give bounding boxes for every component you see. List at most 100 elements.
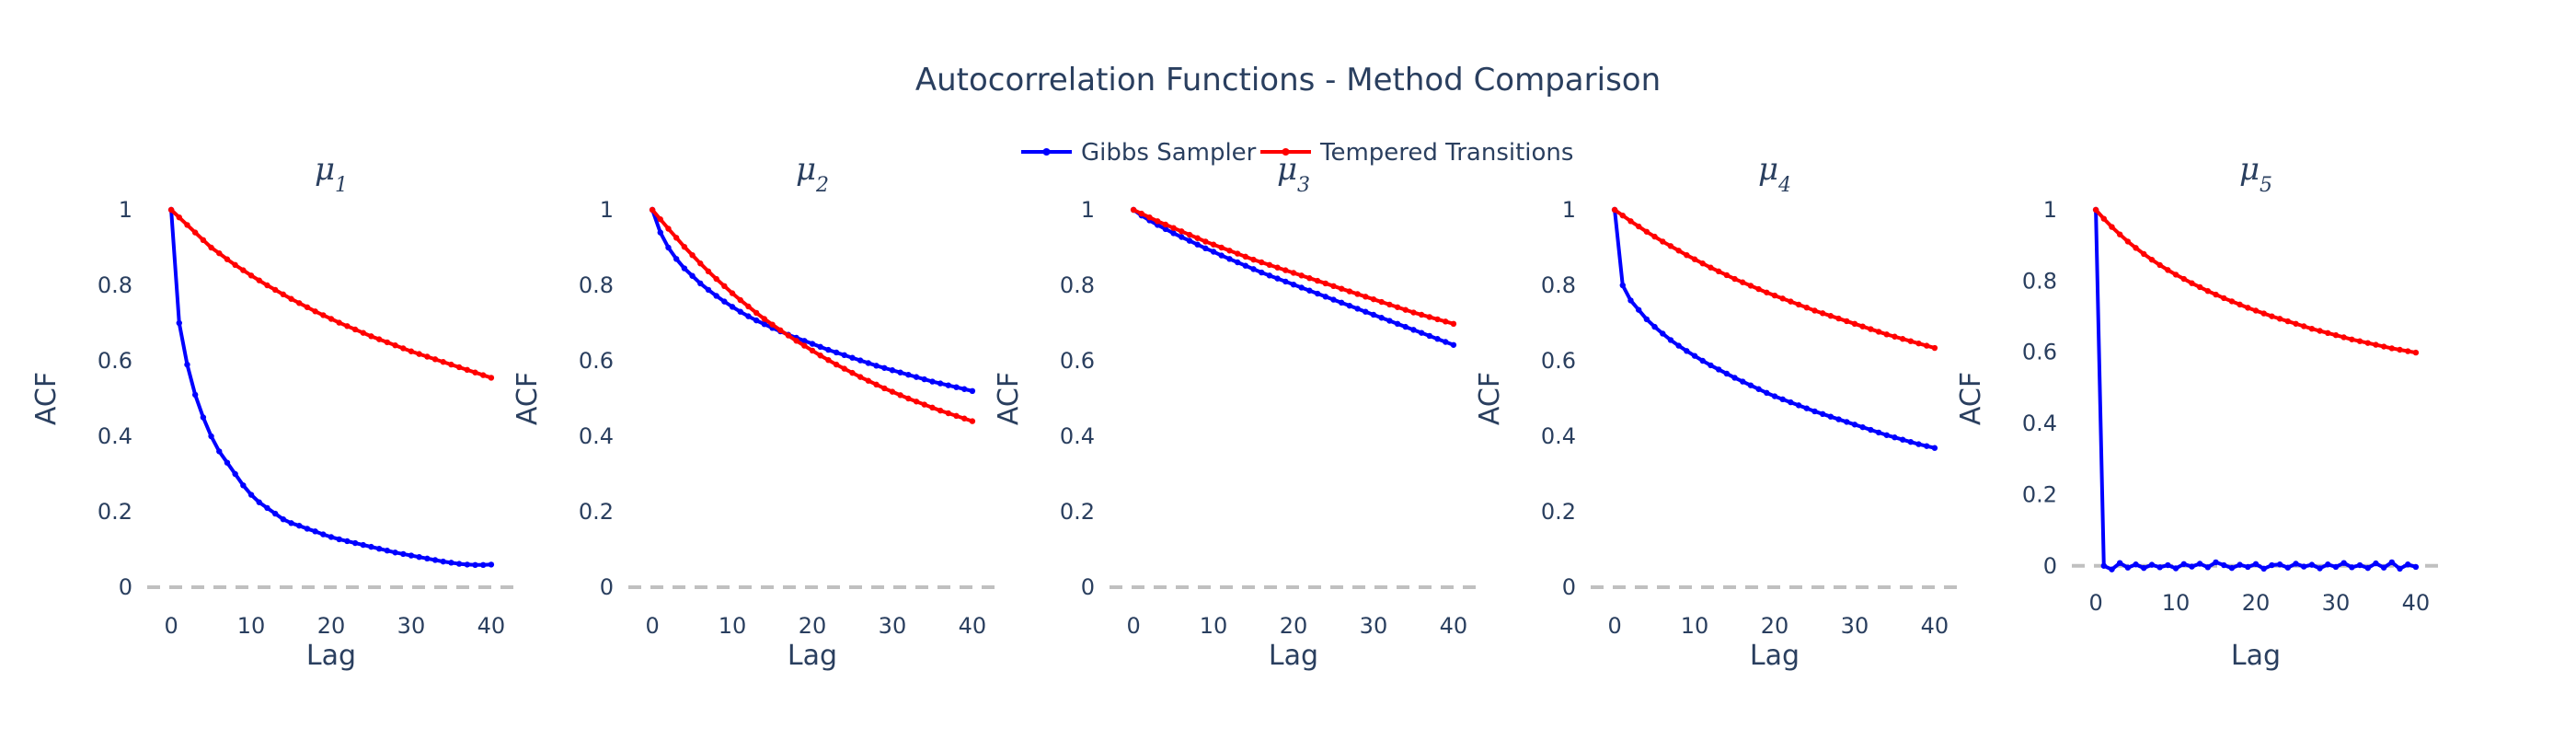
y-tick-label: 0.6 xyxy=(98,348,132,374)
x-tick-label: 20 xyxy=(799,613,827,639)
data-point xyxy=(1363,294,1369,300)
y-tick-label: 0 xyxy=(1081,574,1095,600)
data-point xyxy=(697,260,704,267)
data-point xyxy=(488,375,495,381)
data-point xyxy=(488,561,495,568)
data-point xyxy=(1684,252,1690,259)
legend-item[interactable]: Tempered Transitions xyxy=(1260,139,1573,167)
data-point xyxy=(1306,275,1313,282)
x-axis-title: Lag xyxy=(2231,640,2281,672)
data-point xyxy=(304,526,311,532)
x-tick-label: 0 xyxy=(1126,613,1140,639)
data-point xyxy=(2221,561,2227,569)
data-point xyxy=(1386,318,1393,324)
data-point xyxy=(1827,413,1834,420)
y-tick-label: 0.6 xyxy=(1060,348,1095,374)
data-point xyxy=(665,225,672,232)
data-point xyxy=(1250,266,1257,272)
data-point xyxy=(2284,564,2291,571)
data-point xyxy=(1290,270,1297,276)
y-tick-label: 0.2 xyxy=(2022,481,2057,507)
subtitle-symbol: μ xyxy=(1277,151,1297,188)
data-point xyxy=(2364,564,2371,572)
x-axis-title: Lag xyxy=(788,640,837,672)
data-point xyxy=(1731,275,1738,283)
data-point xyxy=(2204,287,2212,295)
x-tick-label: 30 xyxy=(2322,590,2351,616)
data-point xyxy=(2412,563,2420,571)
data-point xyxy=(2325,561,2331,568)
data-point xyxy=(2204,564,2212,571)
data-point xyxy=(961,386,968,392)
data-point xyxy=(705,286,712,294)
x-tick-label: 20 xyxy=(1280,613,1308,639)
legend[interactable]: Gibbs Sampler Tempered Transitions xyxy=(1021,139,1573,167)
data-point xyxy=(1907,338,1915,344)
data-point xyxy=(1699,260,1706,267)
data-point xyxy=(713,293,719,299)
data-point xyxy=(2317,328,2323,334)
data-point xyxy=(1450,341,1457,348)
x-tick-label: 30 xyxy=(879,613,907,639)
data-point xyxy=(1282,267,1289,273)
data-point xyxy=(200,414,207,421)
data-point xyxy=(817,343,823,351)
series-line xyxy=(169,209,492,567)
y-tick-label: 0 xyxy=(600,574,614,600)
x-tick-label: 10 xyxy=(1200,613,1228,639)
subtitle-symbol: μ xyxy=(796,151,816,188)
data-point xyxy=(1844,419,1850,425)
data-point xyxy=(1819,310,1826,317)
data-point xyxy=(1740,279,1746,285)
data-point xyxy=(2156,261,2163,269)
data-point xyxy=(1186,231,1193,238)
data-point xyxy=(1924,342,1930,349)
data-point xyxy=(1931,445,1938,451)
data-point xyxy=(2308,561,2316,568)
data-point xyxy=(2373,341,2379,348)
data-point xyxy=(2172,565,2179,572)
series-line xyxy=(650,208,973,423)
data-point xyxy=(1795,301,1802,308)
x-axis-title: Lag xyxy=(306,640,356,672)
data-point xyxy=(304,304,311,310)
y-tick-label: 0.4 xyxy=(579,423,614,449)
data-point xyxy=(1635,223,1642,230)
data-point xyxy=(2165,267,2171,273)
data-point xyxy=(849,369,856,376)
data-point xyxy=(1386,301,1393,308)
data-point xyxy=(1259,259,1265,266)
series-tempered-transitions xyxy=(649,206,976,424)
data-point xyxy=(1130,206,1137,214)
data-point xyxy=(1883,331,1890,338)
data-point xyxy=(2373,560,2379,567)
data-point xyxy=(2332,331,2340,339)
data-point xyxy=(176,214,182,221)
data-point xyxy=(785,332,792,339)
chart-title: Autocorrelation Functions - Method Compa… xyxy=(915,62,1661,98)
data-point xyxy=(2380,564,2387,571)
data-point xyxy=(1715,268,1722,275)
data-point xyxy=(312,308,318,315)
x-axis-title: Lag xyxy=(1269,640,1318,672)
data-point xyxy=(1811,307,1818,314)
data-point xyxy=(2172,272,2179,278)
data-point xyxy=(2100,215,2107,222)
data-point xyxy=(271,510,279,517)
data-point xyxy=(865,360,872,366)
legend-item[interactable]: Gibbs Sampler xyxy=(1021,139,1257,167)
data-point xyxy=(384,548,391,554)
series-line xyxy=(1613,208,1936,350)
data-point xyxy=(817,353,823,359)
data-point xyxy=(176,319,182,327)
data-point xyxy=(657,229,663,236)
data-point xyxy=(2325,330,2331,337)
data-point xyxy=(2245,563,2251,571)
x-tick-label: 0 xyxy=(164,613,178,639)
data-point xyxy=(2221,295,2227,302)
data-point xyxy=(1434,336,1441,342)
data-point xyxy=(809,341,816,347)
